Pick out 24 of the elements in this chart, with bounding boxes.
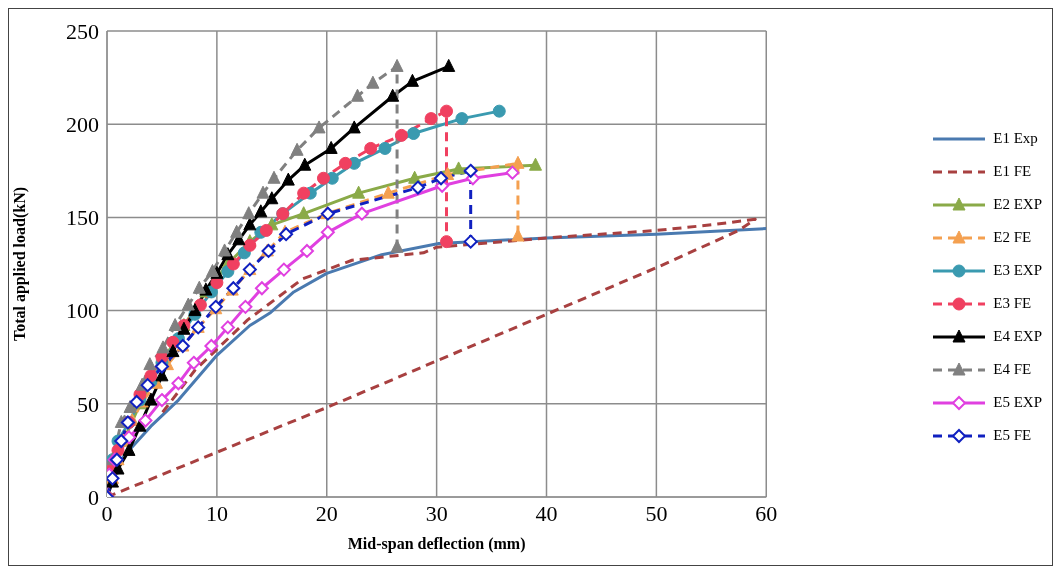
legend-label: E1 FE [993,163,1032,180]
legend-label: E2 EXP [993,196,1042,213]
legend-label: E3 EXP [993,262,1042,279]
x-tick-label: 40 [535,500,558,526]
x-axis-title: Mid-span deflection (mm) [347,535,526,553]
legend-label: E2 FE [993,229,1032,246]
y-tick-label: 250 [66,18,99,44]
y-tick-label: 150 [66,205,99,231]
legend-label: E5 EXP [993,394,1042,411]
y-tick-label: 50 [77,391,99,417]
y-tick-label: 200 [66,112,99,138]
legend-label: E4 EXP [993,328,1042,345]
legend-label: E3 FE [993,295,1032,312]
x-tick-label: 10 [205,500,228,526]
legend-label: E5 FE [993,427,1032,444]
y-tick-label: 0 [88,484,99,510]
x-tick-label: 50 [645,500,668,526]
x-tick-label: 20 [315,500,338,526]
legend-label: E1 Exp [993,130,1038,147]
x-tick-label: 30 [425,500,448,526]
y-tick-label: 100 [66,298,99,324]
x-tick-label: 60 [755,500,778,526]
legend-label: E4 FE [993,361,1032,378]
y-axis-title: Total applied load(kN) [10,186,29,342]
